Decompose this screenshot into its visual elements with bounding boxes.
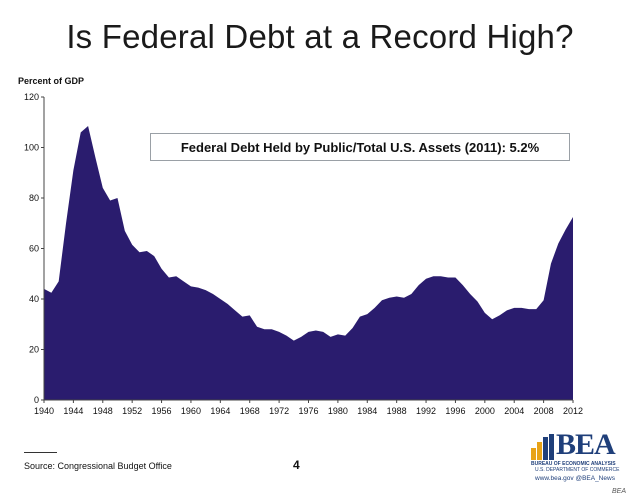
x-tick-label: 1988 [387,406,407,416]
page-number: 4 [293,458,300,472]
bea-logo-line2: U.S. DEPARTMENT OF COMMERCE [535,467,620,473]
bea-tag: BEA [612,488,627,495]
x-tick-label: 1992 [416,406,436,416]
x-tick-label: 2008 [534,406,554,416]
y-tick-label: 40 [29,294,39,304]
y-axis-label: Percent of GDP [18,76,85,86]
footer-divider [24,452,57,453]
x-tick-label: 2000 [475,406,495,416]
x-tick-label: 1964 [210,406,230,416]
bea-logo-mark-icon [531,434,554,460]
x-tick-label: 1968 [240,406,260,416]
x-tick-label: 2012 [563,406,583,416]
x-tick-label: 2004 [504,406,524,416]
x-tick-label: 1948 [93,406,113,416]
x-tick-label: 1944 [63,406,83,416]
x-tick-label: 1976 [298,406,318,416]
debt-area-series [44,126,573,400]
bea-logo-word: BEA [556,428,616,461]
y-tick-label: 80 [29,193,39,203]
x-tick-label: 1984 [357,406,377,416]
x-tick-label: 1956 [152,406,172,416]
x-tick-label: 1952 [122,406,142,416]
x-tick-label: 1960 [181,406,201,416]
x-tick-label: 1972 [269,406,289,416]
slide-title: Is Federal Debt at a Record High? [66,18,574,55]
bea-logo-line1: BUREAU OF ECONOMIC ANALYSIS [531,461,616,467]
bea-logo: BEA BUREAU OF ECONOMIC ANALYSIS U.S. DEP… [531,430,631,490]
y-tick-label: 100 [24,143,39,153]
y-tick-label: 20 [29,345,39,355]
x-tick-label: 1980 [328,406,348,416]
x-tick-label: 1996 [445,406,465,416]
x-tick-label: 1940 [34,406,54,416]
y-tick-label: 120 [24,92,39,102]
source-note: Source: Congressional Budget Office [24,461,172,471]
bea-logo-web: www.bea.gov @BEA_News [535,475,615,482]
y-tick-label: 0 [34,395,39,405]
callout-box: Federal Debt Held by Public/Total U.S. A… [150,133,570,161]
y-tick-label: 60 [29,244,39,254]
